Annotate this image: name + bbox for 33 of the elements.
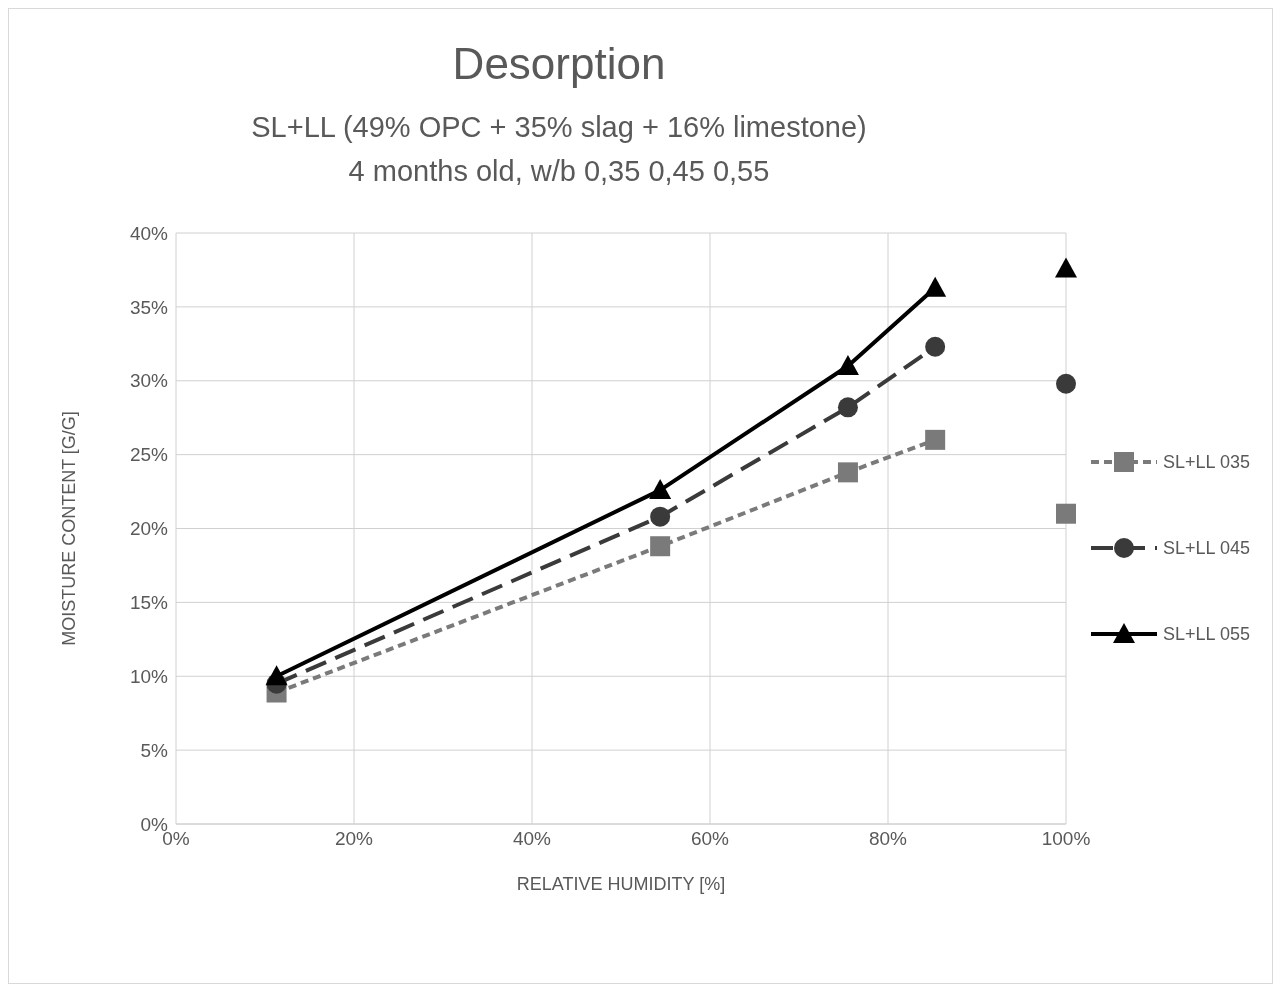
point xyxy=(925,429,946,450)
y-tick-label: 40% xyxy=(129,222,169,244)
y-tick-label: 20% xyxy=(129,518,169,540)
y-tick-label: 15% xyxy=(129,592,169,614)
x-tick-label: 20% xyxy=(334,828,374,850)
y-tick-label: 10% xyxy=(129,665,169,687)
legend-label: SL+LL 055 xyxy=(1163,623,1250,645)
y-tick-label: 25% xyxy=(129,444,169,466)
x-tick-label: 40% xyxy=(512,828,552,850)
y-tick-label: 35% xyxy=(129,296,169,318)
x-tick-label: 80% xyxy=(868,828,908,850)
point xyxy=(265,665,288,686)
point xyxy=(650,506,671,527)
point xyxy=(649,479,672,500)
point xyxy=(925,336,946,357)
x-tick-label: 60% xyxy=(690,828,730,850)
legend-label: SL+LL 035 xyxy=(1163,451,1250,473)
legend-label: SL+LL 045 xyxy=(1163,537,1250,559)
y-tick-label: 5% xyxy=(140,739,169,761)
x-tick-label: 100% xyxy=(1041,828,1091,850)
point xyxy=(924,276,947,297)
point xyxy=(837,462,858,483)
point xyxy=(837,397,858,418)
point xyxy=(1056,503,1076,524)
x-axis-title: RELATIVE HUMIDITY [%] xyxy=(516,874,726,894)
chart-subtitle: SL+LL (49% OPC + 35% slag + 16% limestone) 4 months old, w/b 0,35 0,45 0,55 xyxy=(250,110,868,189)
point xyxy=(1056,373,1076,394)
point xyxy=(836,354,859,375)
y-tick-label: 30% xyxy=(129,370,169,392)
chart-title: Desorption xyxy=(451,39,667,89)
point xyxy=(650,536,671,557)
y-axis-title: MOISTURE CONTENT [G/G] xyxy=(59,411,80,646)
point xyxy=(1055,257,1077,278)
